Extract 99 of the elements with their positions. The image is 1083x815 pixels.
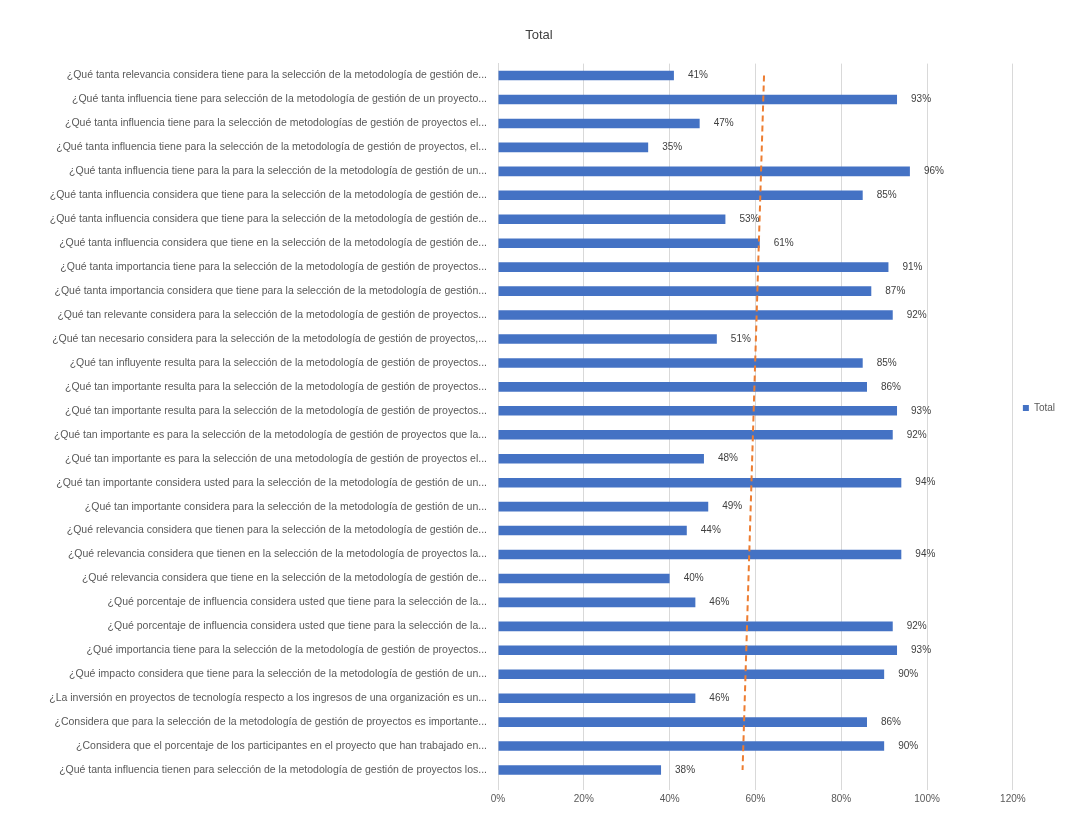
y-tick-label: ¿Qué impacto considera que tiene para la selección de la metodología de gestión de un...: [69, 667, 487, 680]
bar: [498, 573, 670, 584]
y-tick-label: ¿Qué tanta influencia considera que tiene en la selección de la metodología de gestión de...: [59, 236, 487, 249]
data-label: 46%: [709, 691, 730, 703]
y-tick-label: ¿La inversión en proyectos de tecnología respecto a los ingresos de una organización es un...: [49, 691, 487, 704]
bar: [498, 669, 885, 680]
data-label: 93%: [911, 644, 932, 656]
y-tick-label: ¿Qué relevancia considera que tienen para la selección de la metodología de gestión de...: [66, 523, 487, 536]
data-label: 48%: [717, 452, 739, 464]
data-label: 35%: [662, 141, 683, 153]
x-tick-label: 40%: [659, 792, 680, 804]
y-tick-label: ¿Qué tanta influencia tienen para selección de la metodología de gestión de proyectos los...: [59, 762, 487, 775]
bar: [498, 645, 898, 656]
data-label: 94%: [915, 476, 936, 488]
y-tick-label: ¿Considera que para la selección de la metodología de gestión de proyectos es importante...: [54, 715, 487, 728]
bar: [498, 693, 696, 703]
x-tick-label: 120%: [1000, 792, 1026, 804]
data-label: 96%: [923, 165, 945, 177]
y-tick-label: ¿Qué tanta influencia tiene para la para la selección de la metodología de gestión de un...: [69, 164, 487, 177]
data-label: 91%: [902, 260, 923, 272]
x-tick-label: 60%: [745, 792, 766, 804]
data-label: 46%: [709, 596, 730, 608]
y-tick-label: ¿Qué tanta influencia tiene para la selección de la metodología de gestión de proyectos, el...: [56, 140, 487, 153]
data-label: 40%: [683, 572, 704, 584]
y-tick-label: ¿Qué tanta influencia tiene para selección de la metodología de gestión de un proyecto...: [71, 92, 487, 105]
data-label: 53%: [739, 213, 760, 224]
bar: [498, 382, 867, 392]
data-label: 85%: [876, 189, 897, 201]
y-tick-label: ¿Qué relevancia considera que tienen en la selección de la metodología de proyectos la...: [67, 547, 487, 560]
y-tick-label: ¿Qué tan importante considera usted para la selección de la metodología de gestión de un...: [56, 475, 487, 488]
bar: [498, 453, 704, 464]
x-tick-label: 0%: [490, 792, 506, 804]
bar: [498, 406, 898, 416]
bar: [498, 142, 649, 153]
data-label: 86%: [881, 380, 902, 392]
bar: [498, 477, 902, 488]
y-tick-label: ¿Qué porcentaje de influencia considera usted que tiene para la selección de la...: [107, 619, 487, 632]
y-tick-label: ¿Qué tan importante es para la selección de una metodología de gestión de proyectos el...: [64, 451, 487, 464]
bar: [498, 310, 893, 320]
y-tick-label: ¿Qué tan necesario considera para la selección de la metodología de gestión de proyectos,...: [52, 331, 487, 344]
y-tick-label: ¿Qué tan importante resulta para la selección de la metodología de gestión de proyectos...: [65, 379, 487, 392]
y-tick-label: ¿Qué tan influyente resulta para la selección de la metodología de gestión de proyectos...: [69, 355, 487, 368]
y-tick-label: ¿Qué tanta influencia considera que tiene para la selección de la metodología de gestión de...: [49, 188, 487, 201]
data-label: 90%: [898, 667, 919, 679]
data-label: 47%: [713, 117, 734, 129]
bar: [498, 118, 700, 129]
data-label: 85%: [876, 356, 897, 368]
y-tick-label: ¿Qué tan importante resulta para la selección de la metodología de gestión de proyectos...: [65, 403, 487, 416]
y-tick-label: ¿Qué tanta importancia considera que tiene para la selección de la metodología de gestión...: [54, 283, 487, 296]
data-label: 92%: [906, 428, 927, 440]
bar: [498, 549, 902, 560]
bar: [498, 70, 674, 81]
data-label: 49%: [722, 500, 743, 512]
bar: [498, 429, 893, 440]
bar: [498, 286, 872, 296]
data-label: 51%: [730, 332, 751, 344]
data-label: 44%: [700, 524, 721, 536]
bar: [498, 717, 867, 727]
data-label: 61%: [773, 236, 794, 248]
bar: [498, 334, 717, 344]
bar: [498, 597, 696, 608]
y-tick-label: ¿Qué tan importante considera para la selección de la metodología de gestión de un...: [84, 499, 487, 512]
y-tick-label: ¿Qué tanta influencia considera que tiene para la selección de la metodología de gestión de...: [49, 212, 487, 225]
x-tick-label: 80%: [831, 792, 852, 804]
bar: [498, 765, 662, 775]
bar: [498, 94, 898, 105]
bar: [498, 358, 863, 368]
y-tick-label: ¿Qué tanta relevancia considera tiene para la selección de la metodología de gestión de...: [66, 68, 487, 81]
y-tick-label: ¿Qué importancia tiene para la selección de la metodología de gestión de proyectos...: [86, 643, 487, 656]
y-tick-label: ¿Qué tanta influencia tiene para la selección de metodologías de gestión de proyectos el...: [64, 116, 487, 129]
legend-label: Total: [1033, 401, 1055, 413]
data-label: 92%: [906, 620, 927, 632]
bar: [498, 525, 687, 536]
data-label: 92%: [906, 308, 927, 320]
y-tick-label: ¿Considera que el porcentaje de los participantes en el proyecto que han trabajado en...: [76, 738, 487, 751]
bar: [498, 741, 885, 751]
bar: [498, 238, 760, 248]
bar: [498, 190, 863, 201]
y-tick-label: ¿Qué tanta importancia tiene para la selección de la metodología de gestión de proyectos...: [60, 260, 487, 273]
x-tick-label: 100%: [914, 792, 940, 804]
bar: [498, 214, 726, 225]
data-label: 87%: [885, 284, 906, 296]
y-tick-label: ¿Qué porcentaje de influencia considera usted que tiene para la selección de la...: [107, 595, 487, 608]
data-label: 38%: [675, 763, 696, 775]
x-tick-label: 20%: [573, 792, 594, 804]
chart-title: Total: [525, 27, 553, 43]
data-label: 41%: [687, 69, 709, 81]
y-tick-label: ¿Qué relevancia considera que tiene en la selección de la metodología de gestión de...: [81, 571, 487, 584]
y-tick-label: ¿Qué tan relevante considera para la selección de la metodología de gestión de proyectos...: [57, 307, 487, 320]
data-label: 93%: [911, 404, 932, 416]
y-tick-label: ¿Qué tan importante es para la selección de la metodología de gestión de proyectos que la...: [53, 427, 487, 440]
bar: [498, 621, 893, 632]
bar: [498, 262, 889, 272]
data-label: 90%: [898, 739, 919, 751]
data-label: 93%: [911, 93, 932, 105]
data-label: 94%: [915, 548, 936, 560]
bar: [498, 166, 910, 177]
bar: [498, 501, 709, 512]
data-label: 86%: [881, 715, 902, 727]
